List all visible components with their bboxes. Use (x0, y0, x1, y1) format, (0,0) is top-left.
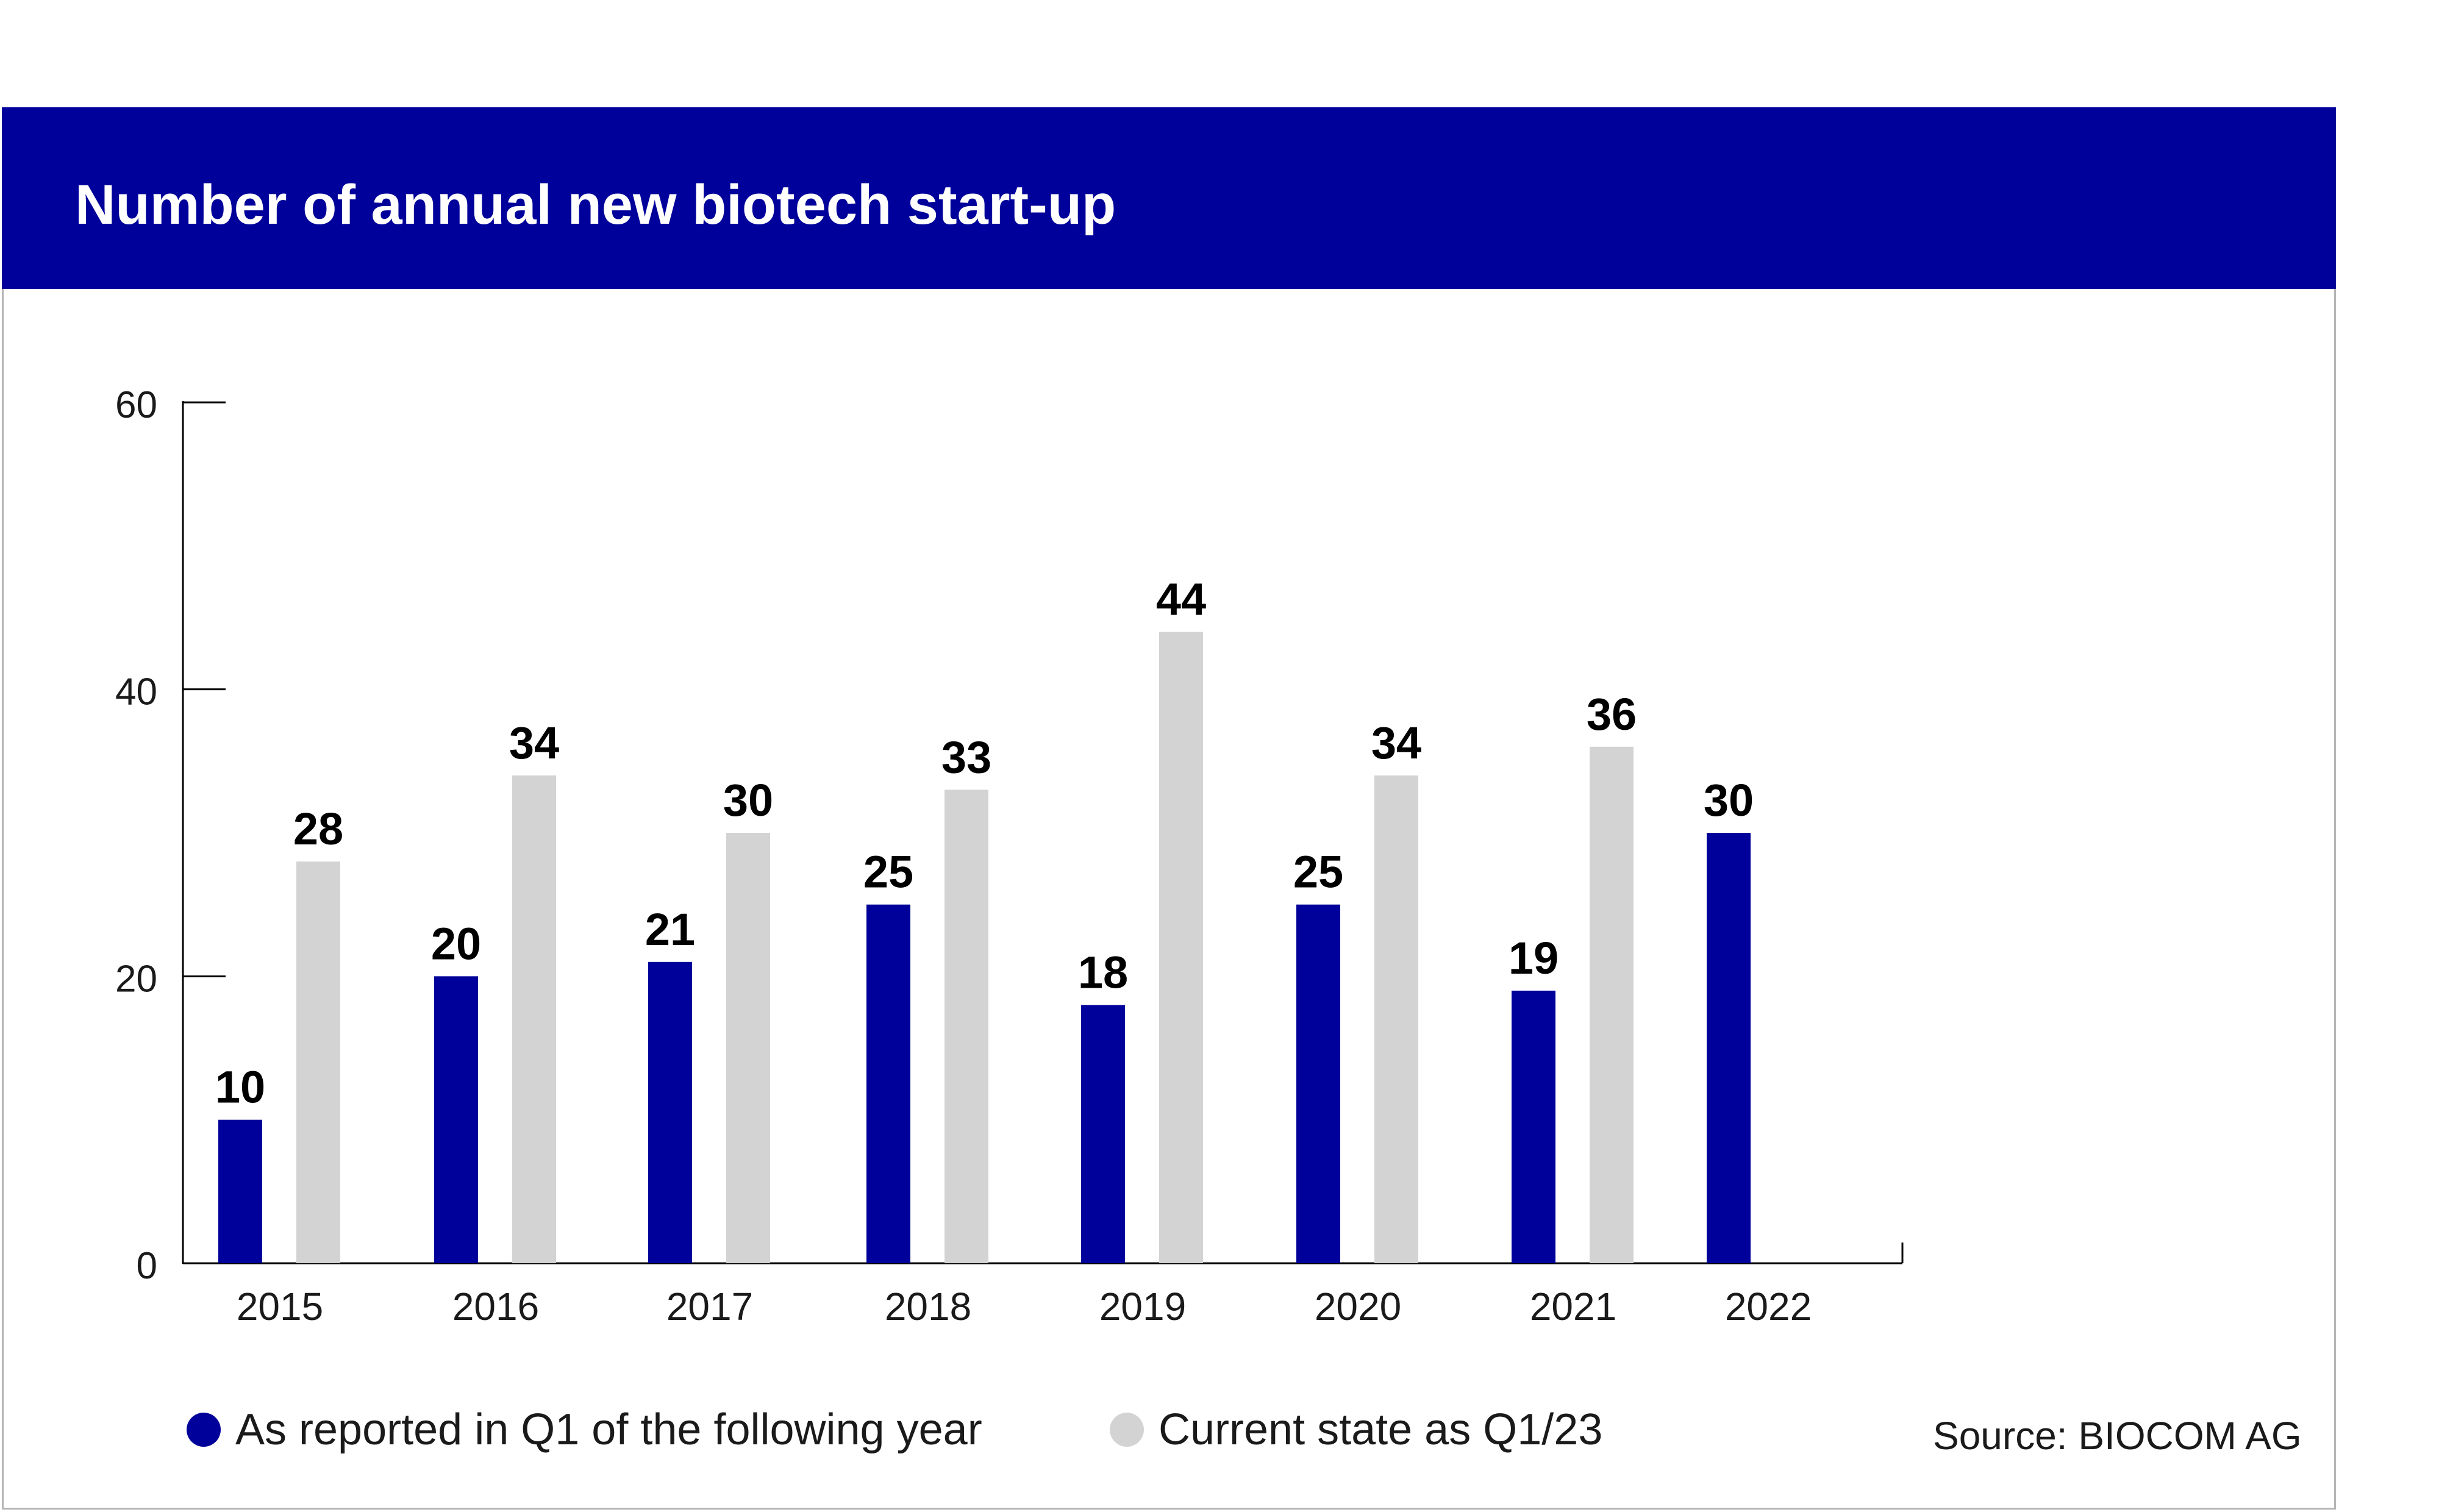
bar-current-2021 (1590, 746, 1634, 1263)
legend-label-current: Current state as Q1/23 (1159, 1405, 1603, 1454)
data-label-reported-2015: 10 (215, 1062, 265, 1113)
bar-current-2020 (1374, 775, 1418, 1263)
bar-reported-2021 (1512, 990, 1555, 1263)
data-label-current-2020: 34 (1371, 718, 1421, 768)
data-label-reported-2018: 25 (863, 847, 913, 897)
title-bar (2, 107, 2336, 289)
y-tick-label-1: 20 (115, 958, 157, 1000)
x-tick-label-2019: 2019 (1099, 1285, 1186, 1328)
y-tick-label-3: 60 (115, 384, 157, 426)
bar-reported-2018 (866, 904, 910, 1263)
bar-reported-2017 (648, 961, 692, 1263)
bar-reported-2019 (1081, 1005, 1125, 1263)
data-label-current-2018: 33 (941, 732, 991, 782)
x-tick-label-2017: 2017 (666, 1285, 753, 1328)
data-label-reported-2022: 30 (1704, 775, 1754, 826)
source-note: Source: BIOCOM AG (1933, 1414, 2302, 1458)
data-label-reported-2016: 20 (431, 918, 481, 969)
bar-reported-2016 (434, 976, 478, 1263)
legend-item-reported: As reported in Q1 of the following year (187, 1402, 982, 1457)
x-tick-label-2022: 2022 (1725, 1285, 1812, 1328)
data-label-reported-2020: 25 (1293, 847, 1343, 897)
bar-current-2015 (296, 861, 340, 1263)
legend-item-current: Current state as Q1/23 (1110, 1402, 1602, 1457)
bar-reported-2020 (1296, 904, 1340, 1263)
data-label-current-2021: 36 (1587, 689, 1637, 740)
bar-chart: 0 20 40 60 10 28 2015 20 34 2016 21 30 2017 25 33 2018 1… (115, 384, 1904, 1328)
bar-current-2017 (726, 833, 770, 1263)
legend-label-reported: As reported in Q1 of the following year (235, 1405, 982, 1454)
bar-reported-2022 (1707, 833, 1751, 1263)
y-tick-label-2: 40 (115, 671, 157, 713)
x-tick-label-2020: 2020 (1315, 1285, 1401, 1328)
x-tick-label-2018: 2018 (885, 1285, 971, 1328)
y-tick-label-0: 0 (137, 1245, 157, 1287)
data-label-current-2019: 44 (1156, 574, 1206, 625)
x-tick-label-2021: 2021 (1530, 1285, 1616, 1328)
data-label-current-2017: 30 (723, 775, 773, 826)
bar-current-2016 (512, 775, 556, 1263)
legend-swatch-current (1110, 1413, 1144, 1447)
bar-current-2018 (945, 790, 988, 1263)
bar-reported-2015 (218, 1119, 262, 1263)
chart-title: Number of annual new biotech start-up (75, 174, 1116, 236)
data-label-current-2015: 28 (293, 804, 343, 854)
x-tick-label-2015: 2015 (237, 1285, 323, 1328)
bar-current-2019 (1159, 632, 1203, 1263)
legend-swatch-reported (187, 1413, 221, 1447)
x-tick-label-2016: 2016 (452, 1285, 539, 1328)
data-label-reported-2017: 21 (645, 904, 695, 955)
data-label-reported-2019: 18 (1078, 947, 1128, 997)
data-label-reported-2021: 19 (1509, 933, 1559, 983)
data-label-current-2016: 34 (509, 718, 559, 768)
